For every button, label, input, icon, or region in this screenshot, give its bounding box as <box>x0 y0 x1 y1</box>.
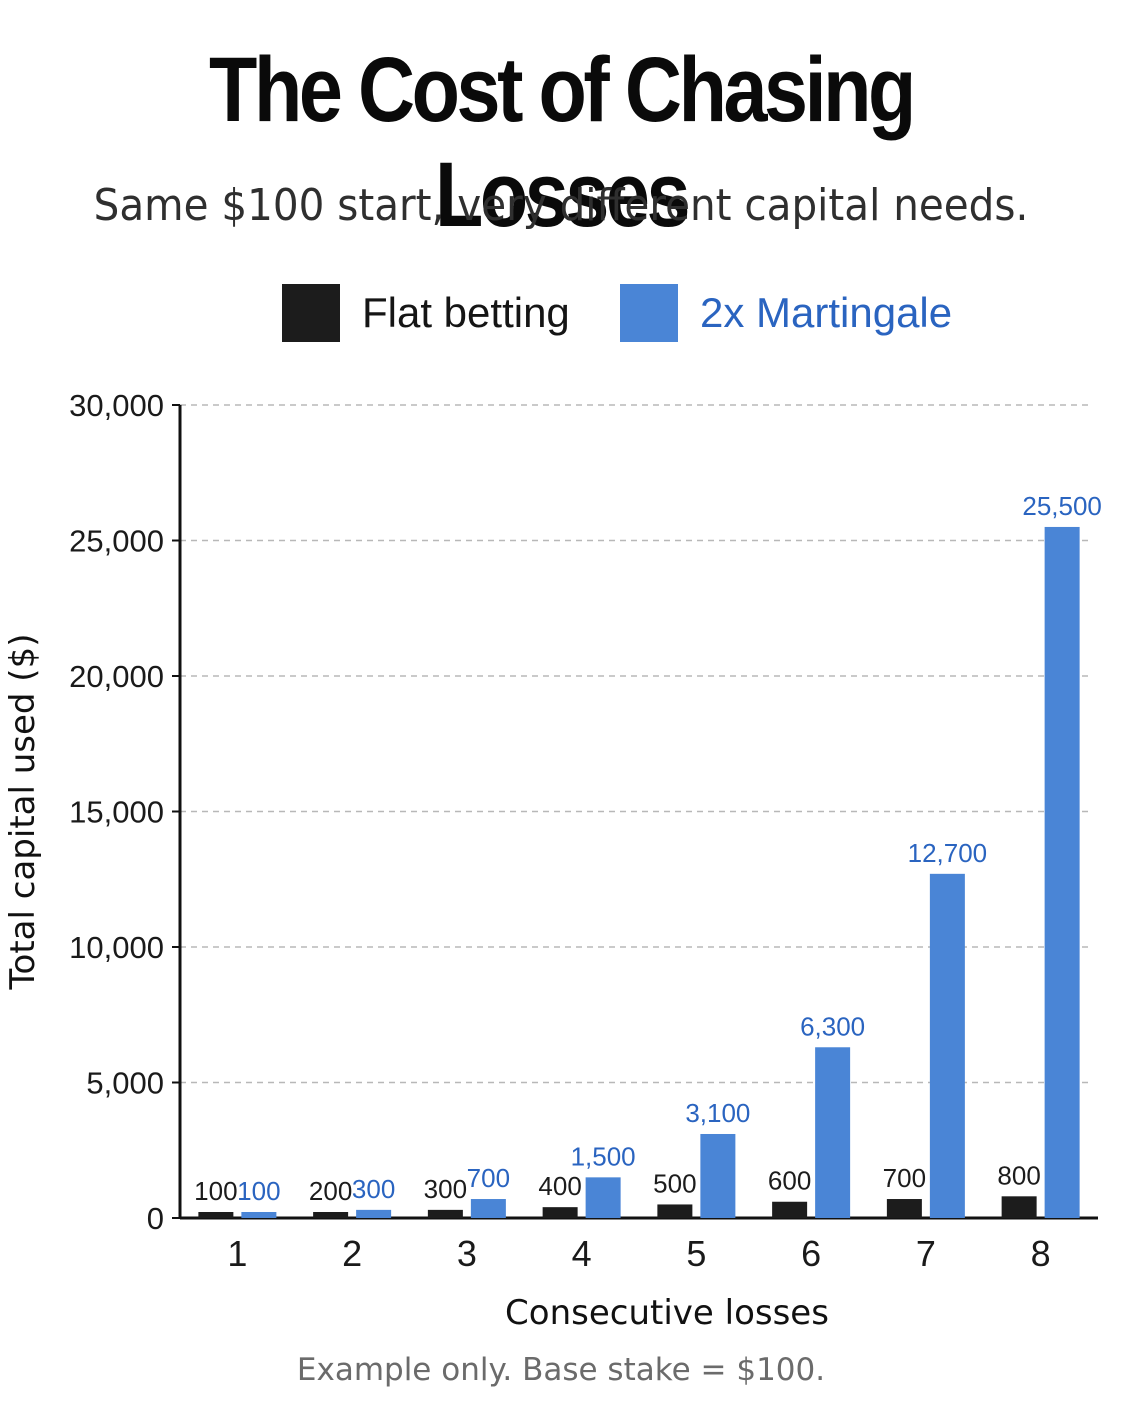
y-axis-title: Total capital used ($) <box>3 634 43 991</box>
bar-flat-betting <box>427 1209 463 1218</box>
data-label-flat-betting: 200 <box>309 1176 352 1206</box>
data-label-flat-betting: 300 <box>424 1174 467 1204</box>
bar-martingale <box>356 1209 392 1218</box>
bar-flat-betting <box>198 1212 234 1218</box>
y-tick-label: 15,000 <box>69 795 164 830</box>
legend-item-martingale: 2x Martingale <box>620 283 952 343</box>
bar-martingale <box>700 1133 736 1218</box>
footnote: Example only. Base stake = $100. <box>296 1352 826 1388</box>
data-label-flat-betting: 600 <box>768 1166 811 1196</box>
data-label-martingale: 300 <box>352 1174 395 1204</box>
legend-label-martingale: 2x Martingale <box>700 289 953 336</box>
data-label-flat-betting: 400 <box>538 1171 581 1201</box>
data-label-flat-betting: 800 <box>997 1160 1040 1190</box>
x-tick-label: 2 <box>342 1233 362 1274</box>
data-label-martingale: 1,500 <box>571 1141 636 1171</box>
y-tick-label: 20,000 <box>69 659 164 694</box>
x-tick-label: 7 <box>916 1233 936 1274</box>
bar-flat-betting <box>542 1207 578 1218</box>
chart-subtitle: Same $100 start, very different capital … <box>93 180 1029 231</box>
data-label-flat-betting: 500 <box>653 1168 696 1198</box>
y-tick-label: 10,000 <box>69 930 164 965</box>
bar-martingale <box>241 1212 277 1218</box>
data-label-martingale: 700 <box>467 1163 510 1193</box>
bar-martingale <box>1044 526 1080 1218</box>
bar-flat-betting <box>772 1201 808 1218</box>
y-tick-label: 30,000 <box>69 388 164 423</box>
y-tick-label: 25,000 <box>69 524 164 559</box>
legend-swatch-flat-betting <box>282 284 340 342</box>
x-tick-label: 4 <box>572 1233 592 1274</box>
legend-swatch-martingale <box>620 284 678 342</box>
data-label-flat-betting: 100 <box>194 1176 237 1206</box>
data-label-flat-betting: 700 <box>883 1163 926 1193</box>
y-tick-label: 0 <box>147 1201 164 1236</box>
legend-label-flat-betting: Flat betting <box>362 289 570 336</box>
x-axis-title: Consecutive losses <box>505 1293 829 1333</box>
x-tick-label: 6 <box>801 1233 821 1274</box>
data-label-martingale: 6,300 <box>800 1011 865 1041</box>
legend: Flat betting 2x Martingale <box>0 283 1122 343</box>
data-label-martingale: 25,500 <box>1022 491 1102 521</box>
x-tick-label: 3 <box>457 1233 477 1274</box>
x-tick-label: 8 <box>1031 1233 1051 1274</box>
data-label-martingale: 3,100 <box>685 1098 750 1128</box>
chart-title: The Cost of Chasing Losses <box>209 39 916 246</box>
legend-item-flat-betting: Flat betting <box>282 283 570 343</box>
bar-martingale <box>470 1199 506 1218</box>
x-tick-label: 1 <box>227 1233 247 1274</box>
bar-flat-betting <box>313 1212 349 1218</box>
x-tick-label: 5 <box>686 1233 706 1274</box>
bar-martingale <box>585 1177 621 1218</box>
bar-flat-betting <box>657 1204 693 1218</box>
data-label-martingale: 100 <box>237 1176 280 1206</box>
data-label-martingale: 12,700 <box>908 838 988 868</box>
bar-martingale <box>929 873 965 1218</box>
bar-martingale <box>815 1047 851 1218</box>
bar-flat-betting <box>1001 1196 1037 1218</box>
y-tick-label: 5,000 <box>86 1066 164 1101</box>
bar-flat-betting <box>886 1199 922 1218</box>
